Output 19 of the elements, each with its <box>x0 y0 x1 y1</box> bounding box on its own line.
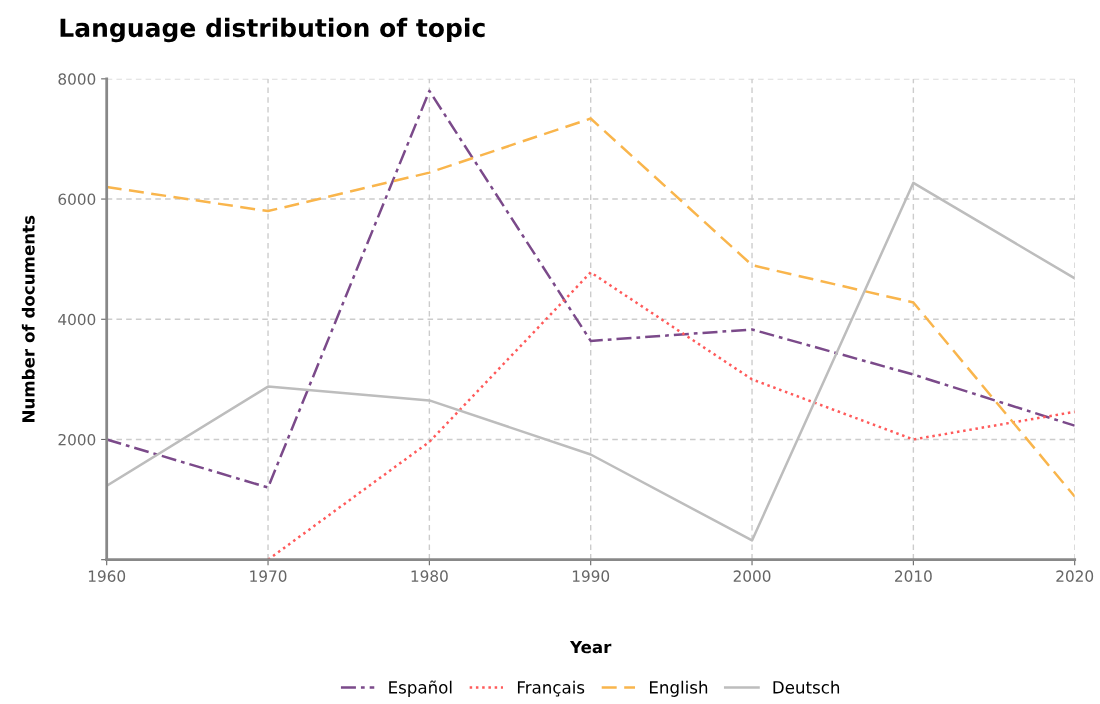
x-tick-label: 2010 <box>895 570 932 582</box>
x-tick-label: 1970 <box>250 570 287 582</box>
y-tick-label: 6000 <box>58 193 96 206</box>
y-tick-label: 4000 <box>58 313 96 326</box>
y-tick-label: 2000 <box>58 433 96 446</box>
x-axis-title: Year <box>569 640 612 654</box>
x-tick-label: 2020 <box>1056 570 1094 582</box>
x-tick-label: 1990 <box>572 570 610 582</box>
x-tick-label: 1960 <box>88 570 126 582</box>
x-tick-label: 1980 <box>411 570 448 582</box>
legend-label: Français <box>517 680 585 697</box>
y-tick-label: 8000 <box>58 73 96 85</box>
y-axis-title: Number of documents <box>21 215 35 422</box>
chart-title: Language distribution of topic <box>60 17 485 43</box>
legend-label: Deutsch <box>773 680 840 694</box>
x-tick-label: 2000 <box>733 570 771 582</box>
line-series <box>106 181 1075 542</box>
legend-label: English <box>650 680 708 697</box>
legend-label: Español <box>389 680 452 697</box>
